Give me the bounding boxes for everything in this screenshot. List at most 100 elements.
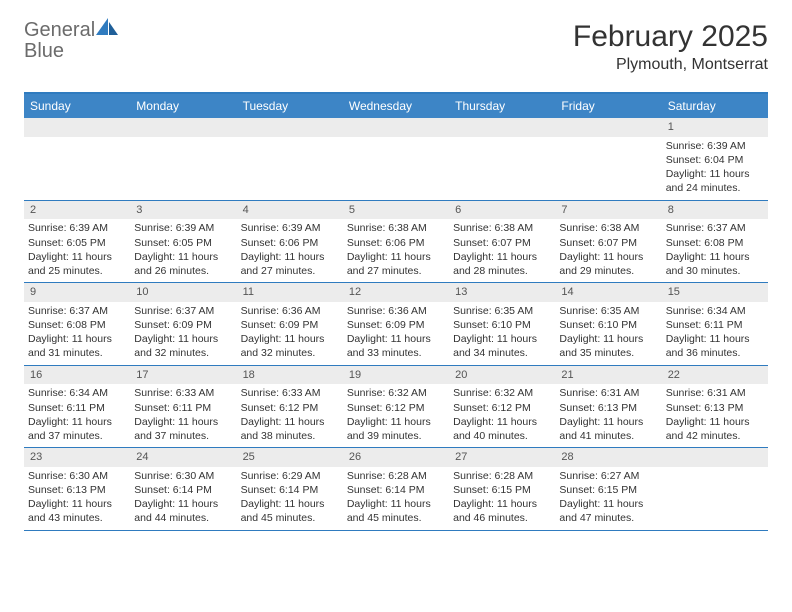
day-number: 1 — [662, 118, 768, 137]
day-cell: 22Sunrise: 6:31 AMSunset: 6:13 PMDayligh… — [662, 366, 768, 448]
day-header: Thursday — [449, 94, 555, 118]
day-number — [343, 118, 449, 137]
day-number: 22 — [662, 366, 768, 385]
day-cell: 25Sunrise: 6:29 AMSunset: 6:14 PMDayligh… — [237, 448, 343, 530]
daylight-line: Daylight: 11 hours and 32 minutes. — [134, 332, 232, 360]
sunset-line: Sunset: 6:13 PM — [28, 483, 126, 497]
sunrise-line: Sunrise: 6:37 AM — [666, 221, 764, 235]
day-cell: 12Sunrise: 6:36 AMSunset: 6:09 PMDayligh… — [343, 283, 449, 365]
sunrise-line: Sunrise: 6:33 AM — [134, 386, 232, 400]
day-number: 13 — [449, 283, 555, 302]
day-number — [237, 118, 343, 137]
day-number — [130, 118, 236, 137]
day-cell: 23Sunrise: 6:30 AMSunset: 6:13 PMDayligh… — [24, 448, 130, 530]
sunrise-line: Sunrise: 6:38 AM — [347, 221, 445, 235]
day-cell: 26Sunrise: 6:28 AMSunset: 6:14 PMDayligh… — [343, 448, 449, 530]
sunset-line: Sunset: 6:10 PM — [559, 318, 657, 332]
daylight-line: Daylight: 11 hours and 26 minutes. — [134, 250, 232, 278]
sunrise-line: Sunrise: 6:39 AM — [28, 221, 126, 235]
sunset-line: Sunset: 6:12 PM — [347, 401, 445, 415]
sunset-line: Sunset: 6:08 PM — [666, 236, 764, 250]
logo-sail-icon — [96, 18, 118, 36]
day-number: 16 — [24, 366, 130, 385]
daylight-line: Daylight: 11 hours and 47 minutes. — [559, 497, 657, 525]
sunset-line: Sunset: 6:14 PM — [134, 483, 232, 497]
day-cell: 2Sunrise: 6:39 AMSunset: 6:05 PMDaylight… — [24, 201, 130, 283]
sunset-line: Sunset: 6:11 PM — [666, 318, 764, 332]
daylight-line: Daylight: 11 hours and 38 minutes. — [241, 415, 339, 443]
day-cell: 9Sunrise: 6:37 AMSunset: 6:08 PMDaylight… — [24, 283, 130, 365]
sunrise-line: Sunrise: 6:38 AM — [453, 221, 551, 235]
week-row: 2Sunrise: 6:39 AMSunset: 6:05 PMDaylight… — [24, 201, 768, 284]
sunset-line: Sunset: 6:06 PM — [347, 236, 445, 250]
sunrise-line: Sunrise: 6:37 AM — [28, 304, 126, 318]
sunrise-line: Sunrise: 6:28 AM — [453, 469, 551, 483]
week-row: 9Sunrise: 6:37 AMSunset: 6:08 PMDaylight… — [24, 283, 768, 366]
day-cell: 13Sunrise: 6:35 AMSunset: 6:10 PMDayligh… — [449, 283, 555, 365]
daylight-line: Daylight: 11 hours and 31 minutes. — [28, 332, 126, 360]
sunset-line: Sunset: 6:11 PM — [134, 401, 232, 415]
sunset-line: Sunset: 6:07 PM — [559, 236, 657, 250]
location: Plymouth, Montserrat — [573, 56, 768, 74]
empty-cell — [449, 118, 555, 200]
daylight-line: Daylight: 11 hours and 37 minutes. — [134, 415, 232, 443]
day-number: 11 — [237, 283, 343, 302]
day-cell: 4Sunrise: 6:39 AMSunset: 6:06 PMDaylight… — [237, 201, 343, 283]
day-number: 14 — [555, 283, 661, 302]
header: General Blue February 2025 Plymouth, Mon… — [24, 20, 768, 74]
daylight-line: Daylight: 11 hours and 34 minutes. — [453, 332, 551, 360]
daylight-line: Daylight: 11 hours and 33 minutes. — [347, 332, 445, 360]
logo-text: General Blue — [24, 20, 118, 62]
sunset-line: Sunset: 6:12 PM — [453, 401, 551, 415]
day-number: 10 — [130, 283, 236, 302]
day-cell: 11Sunrise: 6:36 AMSunset: 6:09 PMDayligh… — [237, 283, 343, 365]
day-cell: 3Sunrise: 6:39 AMSunset: 6:05 PMDaylight… — [130, 201, 236, 283]
day-number: 18 — [237, 366, 343, 385]
daylight-line: Daylight: 11 hours and 45 minutes. — [241, 497, 339, 525]
day-number: 19 — [343, 366, 449, 385]
sunset-line: Sunset: 6:14 PM — [241, 483, 339, 497]
day-number: 7 — [555, 201, 661, 220]
empty-cell — [130, 118, 236, 200]
day-header: Sunday — [24, 94, 130, 118]
daylight-line: Daylight: 11 hours and 43 minutes. — [28, 497, 126, 525]
sunset-line: Sunset: 6:12 PM — [241, 401, 339, 415]
empty-cell — [662, 448, 768, 530]
empty-cell — [555, 118, 661, 200]
sunrise-line: Sunrise: 6:31 AM — [666, 386, 764, 400]
day-number: 3 — [130, 201, 236, 220]
day-cell: 19Sunrise: 6:32 AMSunset: 6:12 PMDayligh… — [343, 366, 449, 448]
sunrise-line: Sunrise: 6:31 AM — [559, 386, 657, 400]
day-cell: 14Sunrise: 6:35 AMSunset: 6:10 PMDayligh… — [555, 283, 661, 365]
day-number — [449, 118, 555, 137]
logo-part1: General — [24, 19, 95, 41]
sunrise-line: Sunrise: 6:38 AM — [559, 221, 657, 235]
daylight-line: Daylight: 11 hours and 45 minutes. — [347, 497, 445, 525]
daylight-line: Daylight: 11 hours and 30 minutes. — [666, 250, 764, 278]
day-cell: 20Sunrise: 6:32 AMSunset: 6:12 PMDayligh… — [449, 366, 555, 448]
daylight-line: Daylight: 11 hours and 25 minutes. — [28, 250, 126, 278]
sunrise-line: Sunrise: 6:39 AM — [134, 221, 232, 235]
daylight-line: Daylight: 11 hours and 28 minutes. — [453, 250, 551, 278]
daylight-line: Daylight: 11 hours and 27 minutes. — [347, 250, 445, 278]
sunset-line: Sunset: 6:07 PM — [453, 236, 551, 250]
week-row: 23Sunrise: 6:30 AMSunset: 6:13 PMDayligh… — [24, 448, 768, 531]
sunrise-line: Sunrise: 6:27 AM — [559, 469, 657, 483]
daylight-line: Daylight: 11 hours and 37 minutes. — [28, 415, 126, 443]
sunset-line: Sunset: 6:10 PM — [453, 318, 551, 332]
sunrise-line: Sunrise: 6:34 AM — [28, 386, 126, 400]
sunset-line: Sunset: 6:05 PM — [134, 236, 232, 250]
sunrise-line: Sunrise: 6:33 AM — [241, 386, 339, 400]
sunrise-line: Sunrise: 6:39 AM — [241, 221, 339, 235]
daylight-line: Daylight: 11 hours and 29 minutes. — [559, 250, 657, 278]
daylight-line: Daylight: 11 hours and 35 minutes. — [559, 332, 657, 360]
sunrise-line: Sunrise: 6:36 AM — [241, 304, 339, 318]
sunset-line: Sunset: 6:08 PM — [28, 318, 126, 332]
calendar: SundayMondayTuesdayWednesdayThursdayFrid… — [24, 92, 768, 531]
empty-cell — [343, 118, 449, 200]
day-number: 23 — [24, 448, 130, 467]
day-cell: 8Sunrise: 6:37 AMSunset: 6:08 PMDaylight… — [662, 201, 768, 283]
sunset-line: Sunset: 6:13 PM — [559, 401, 657, 415]
sunrise-line: Sunrise: 6:32 AM — [347, 386, 445, 400]
day-cell: 18Sunrise: 6:33 AMSunset: 6:12 PMDayligh… — [237, 366, 343, 448]
